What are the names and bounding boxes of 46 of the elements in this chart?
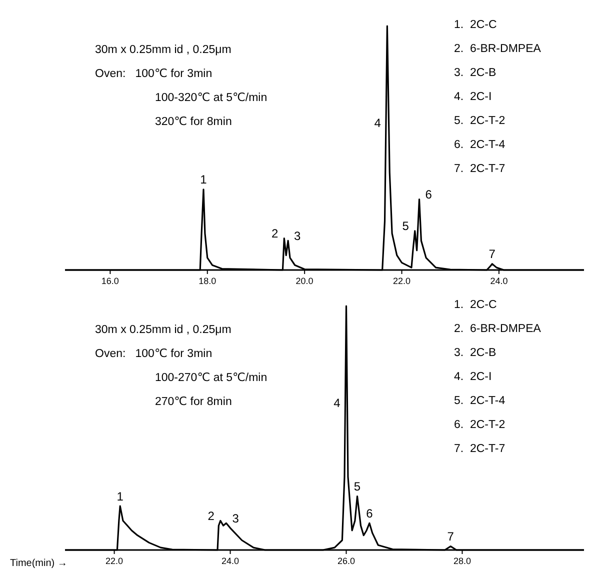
x-tick-label: 22.0 <box>106 556 124 566</box>
annotation: 2 <box>208 508 215 523</box>
annotation: 3 <box>294 228 302 243</box>
x-tick-label: 18.0 <box>198 276 216 286</box>
annotation: 5. 2C-T-2 <box>454 115 506 127</box>
annotation: 4 <box>374 116 382 130</box>
x-axis-title: Time(min) → <box>10 558 68 569</box>
x-tick-label: 24.0 <box>222 556 240 566</box>
annotation: 2. 6-BR-DMPEA <box>454 43 542 55</box>
annotation: 30m x 0.25mm id , 0.25μm <box>95 324 232 336</box>
annotation: 7 <box>488 247 496 262</box>
annotation: 3. 2C-B <box>454 347 497 359</box>
annotation: 2 <box>271 226 278 240</box>
annotation: 4. 2C-I <box>454 371 492 383</box>
annotation: 6. 2C-T-2 <box>454 419 506 431</box>
x-tick-label: 22.0 <box>393 276 411 286</box>
x-tick-label: 16.0 <box>101 276 119 286</box>
annotation: 270℃ for 8min <box>155 396 232 408</box>
x-tick-label: 28.0 <box>453 556 471 566</box>
annotation: 100-270℃ at 5℃/min <box>155 372 268 384</box>
annotation: 6 <box>366 506 374 520</box>
annotation: 100-320℃ at 5℃/min <box>155 92 268 104</box>
annotation: 6 <box>425 187 432 202</box>
annotation: 3. 2C-B <box>454 67 497 79</box>
x-tick-label: 26.0 <box>337 556 356 566</box>
annotation: 2. 6-BR-DMPEA <box>454 323 542 335</box>
annotation: 7. 2C-T-7 <box>454 163 506 175</box>
annotation: Oven: 100℃ for 3min <box>95 68 212 80</box>
annotation: 3 <box>232 511 240 526</box>
x-tick-label: 24.0 <box>490 276 508 286</box>
annotation: 4 <box>334 396 341 410</box>
annotation: 5 <box>354 479 361 494</box>
annotation: 30m x 0.25mm id , 0.25μm <box>95 44 232 56</box>
annotation: 1. 2C-C <box>454 299 497 311</box>
annotation: 5. 2C-T-4 <box>454 395 506 407</box>
x-tick-label: 20.0 <box>296 276 314 286</box>
annotation: 1. 2C-C <box>454 19 497 31</box>
annotation: Oven: 100℃ for 3min <box>95 348 212 360</box>
annotation: 1 <box>116 489 124 504</box>
annotation: 1 <box>200 172 208 187</box>
annotation: 7. 2C-T-7 <box>454 443 506 455</box>
annotation: 6. 2C-T-4 <box>454 139 506 151</box>
annotation: 4. 2C-I <box>454 91 492 103</box>
annotation: 5 <box>402 219 410 234</box>
annotation: 7 <box>447 530 454 544</box>
annotation: 320℃ for 8min <box>155 116 232 128</box>
